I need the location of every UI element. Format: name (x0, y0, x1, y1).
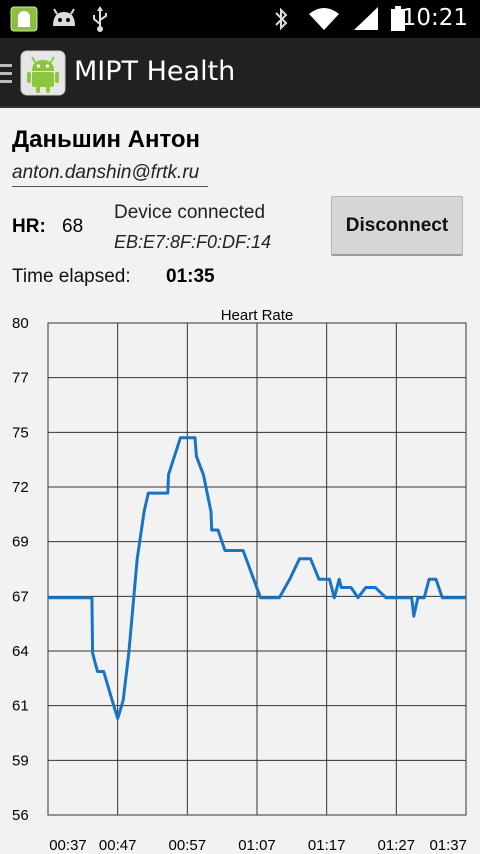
chart-x-tick-label: 00:47 (99, 837, 137, 854)
signal-icon (354, 7, 378, 30)
wifi-icon (309, 8, 339, 30)
chart-y-tick-label: 61 (12, 698, 29, 715)
user-name: Даньшин Антон (12, 126, 201, 153)
status-time: 10:21 (401, 5, 468, 31)
chart-y-tick-label: 69 (12, 534, 29, 551)
chart-x-tick-label: 00:57 (169, 837, 207, 854)
heart-rate-chart-svg: 80 77 75 72 69 67 64 61 59 56 00:37 00:47 00:57 01:07… (12, 307, 467, 854)
app-title: MIPT Health (74, 56, 236, 87)
action-bar: MIPT Health (0, 38, 480, 108)
chart-x-tick-label: 01:27 (378, 837, 416, 854)
time-elapsed-label: Time elapsed: (12, 266, 131, 287)
chart-y-tick-label: 80 (12, 315, 29, 332)
status-bar: 10:21 (0, 0, 480, 38)
usb-icon (93, 6, 107, 32)
user-email: anton.danshin@frtk.ru (12, 162, 208, 187)
chart-y-tick-label: 59 (12, 752, 29, 769)
device-mac-address: EB:E7:8F:F0:DF:14 (114, 232, 272, 252)
hr-label: HR: (12, 216, 46, 237)
heart-rate-series-line (48, 436, 466, 721)
android-app-icon[interactable] (20, 50, 66, 96)
action-bar-divider (0, 106, 480, 108)
chart-y-tick-label: 67 (12, 588, 29, 605)
chart-grid (47, 322, 467, 816)
chart-x-tick-label: 01:17 (308, 837, 346, 854)
bluetooth-icon (275, 7, 288, 31)
time-elapsed-value: 01:35 (166, 266, 215, 287)
chart-y-tick-label: 75 (12, 424, 29, 441)
chart-x-tick-label: 01:07 (238, 837, 276, 854)
chart-x-tick-label: 00:37 (49, 837, 87, 854)
chart-y-tick-label: 56 (12, 807, 29, 824)
chart-title: Heart Rate (221, 307, 294, 324)
android-debug-icon (53, 8, 75, 26)
device-status: Device connected (114, 202, 266, 223)
drawer-menu-icon[interactable] (0, 64, 12, 84)
battery-icon (391, 6, 405, 31)
chart-y-tick-label: 72 (12, 479, 29, 496)
chart-y-tick-label: 77 (12, 370, 29, 387)
chart-x-tick-label: 01:37 (429, 837, 467, 854)
android-notification-icon (10, 6, 38, 32)
heart-rate-chart: 80 77 75 72 69 67 64 61 59 56 00:37 00:47 00:57 01:07… (0, 300, 480, 854)
hr-value: 68 (62, 216, 84, 237)
disconnect-button[interactable]: Disconnect (331, 196, 463, 256)
chart-y-tick-label: 64 (12, 643, 29, 660)
chart-ticks: 80 77 75 72 69 67 64 61 59 56 00:37 00:47 00:57 01:07… (12, 315, 467, 854)
